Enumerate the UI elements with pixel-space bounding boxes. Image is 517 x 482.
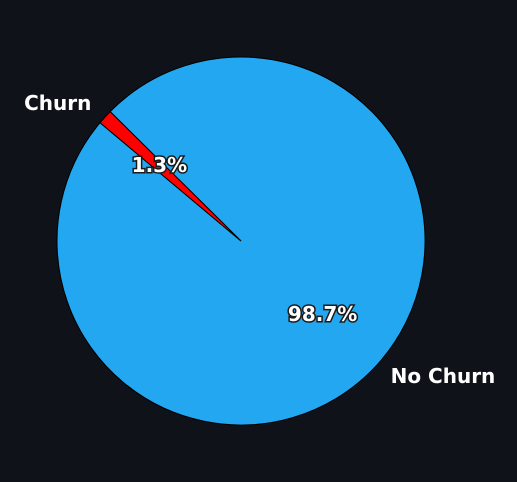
percent-label: 98.7% bbox=[288, 302, 357, 326]
pie-labels: No Churn 98.7% Churn 1.3% bbox=[24, 91, 495, 388]
pie-slices bbox=[56, 56, 426, 426]
pie-slice-churn bbox=[99, 110, 242, 242]
category-label: No Churn bbox=[391, 364, 496, 388]
category-label: Churn bbox=[24, 91, 91, 115]
percent-label: 1.3% bbox=[132, 153, 187, 177]
